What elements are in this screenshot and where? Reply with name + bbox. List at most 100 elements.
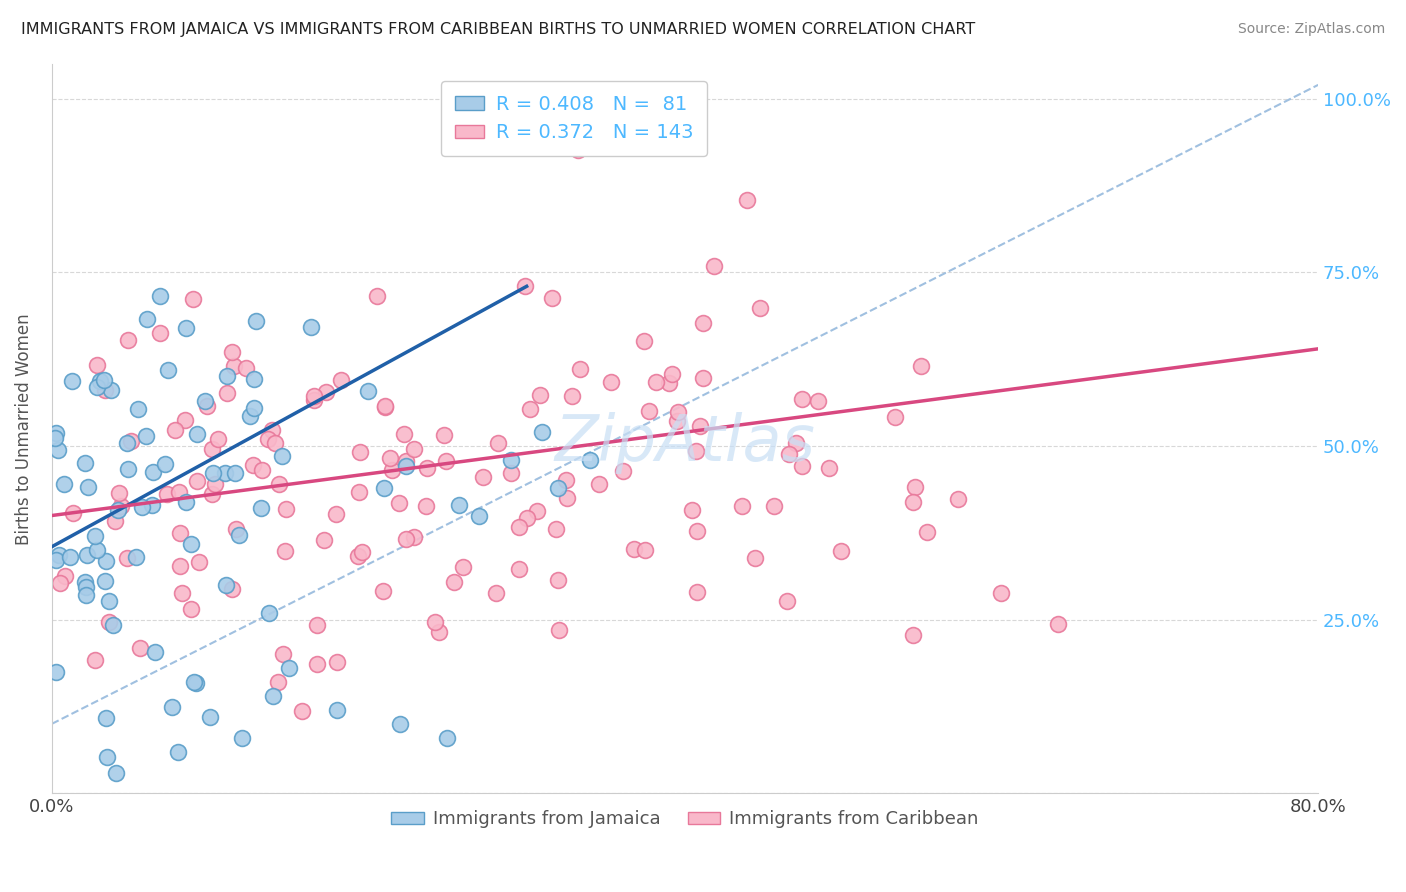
Point: [110, 499, 132, 513]
Point: [204, 476, 226, 491]
Point: [681, 502, 703, 516]
Legend: Immigrants from Jamaica, Immigrants from Caribbean: Immigrants from Jamaica, Immigrants from…: [384, 803, 986, 836]
Point: [260, 424, 283, 438]
Point: [207, 433, 229, 447]
Point: [160, 700, 183, 714]
Point: [273, 543, 295, 558]
Point: [485, 585, 508, 599]
Point: [188, 555, 211, 569]
Point: [792, 459, 814, 474]
Point: [107, 503, 129, 517]
Point: [93, 373, 115, 387]
Point: [547, 574, 569, 588]
Point: [215, 368, 238, 383]
Point: [235, 361, 257, 376]
Point: [990, 585, 1012, 599]
Point: [449, 498, 471, 512]
Point: [84, 529, 107, 543]
Point: [402, 442, 425, 457]
Point: [243, 401, 266, 415]
Point: [776, 594, 799, 608]
Point: [174, 321, 197, 335]
Point: [45, 553, 67, 567]
Point: [215, 385, 238, 400]
Point: [425, 615, 447, 629]
Point: [513, 279, 536, 293]
Point: [785, 435, 807, 450]
Point: [645, 375, 668, 389]
Point: [588, 477, 610, 491]
Point: [304, 389, 326, 403]
Point: [325, 508, 347, 522]
Point: [231, 731, 253, 745]
Point: [271, 449, 294, 463]
Point: [228, 528, 250, 542]
Point: [567, 143, 589, 157]
Point: [93, 384, 115, 398]
Point: [45, 426, 67, 441]
Point: [53, 476, 76, 491]
Point: [136, 312, 159, 326]
Point: [48, 548, 70, 562]
Point: [153, 457, 176, 471]
Point: [195, 399, 218, 413]
Point: [948, 492, 970, 507]
Point: [427, 624, 450, 639]
Point: [183, 675, 205, 690]
Point: [143, 644, 166, 658]
Point: [529, 388, 551, 402]
Point: [692, 371, 714, 385]
Point: [374, 400, 396, 414]
Point: [569, 361, 592, 376]
Point: [415, 500, 437, 514]
Point: [262, 689, 284, 703]
Point: [103, 514, 125, 528]
Point: [149, 326, 172, 341]
Point: [62, 506, 84, 520]
Point: [201, 442, 224, 457]
Point: [214, 466, 236, 480]
Point: [443, 575, 465, 590]
Point: [692, 316, 714, 330]
Point: [115, 435, 138, 450]
Point: [84, 652, 107, 666]
Point: [221, 345, 243, 359]
Point: [100, 383, 122, 397]
Point: [666, 414, 689, 428]
Point: [257, 432, 280, 446]
Point: [451, 560, 474, 574]
Point: [329, 373, 352, 387]
Point: [499, 453, 522, 467]
Point: [299, 319, 322, 334]
Point: [169, 559, 191, 574]
Point: [508, 520, 530, 534]
Point: [180, 601, 202, 615]
Text: IMMIGRANTS FROM JAMAICA VS IMMIGRANTS FROM CARIBBEAN BIRTHS TO UNMARRIED WOMEN C: IMMIGRANTS FROM JAMAICA VS IMMIGRANTS FR…: [21, 22, 976, 37]
Point: [75, 456, 97, 470]
Point: [243, 372, 266, 386]
Point: [486, 436, 509, 450]
Point: [44, 431, 66, 445]
Point: [120, 434, 142, 449]
Point: [242, 458, 264, 472]
Point: [142, 465, 165, 479]
Point: [307, 657, 329, 672]
Point: [267, 675, 290, 690]
Point: [763, 500, 786, 514]
Point: [46, 443, 69, 458]
Point: [75, 575, 97, 590]
Point: [744, 551, 766, 566]
Point: [53, 569, 76, 583]
Point: [221, 582, 243, 597]
Point: [548, 623, 571, 637]
Point: [381, 463, 404, 477]
Point: [76, 480, 98, 494]
Point: [703, 259, 725, 273]
Point: [686, 585, 709, 599]
Point: [115, 550, 138, 565]
Point: [735, 193, 758, 207]
Point: [830, 543, 852, 558]
Point: [374, 401, 396, 415]
Point: [250, 500, 273, 515]
Point: [685, 444, 707, 458]
